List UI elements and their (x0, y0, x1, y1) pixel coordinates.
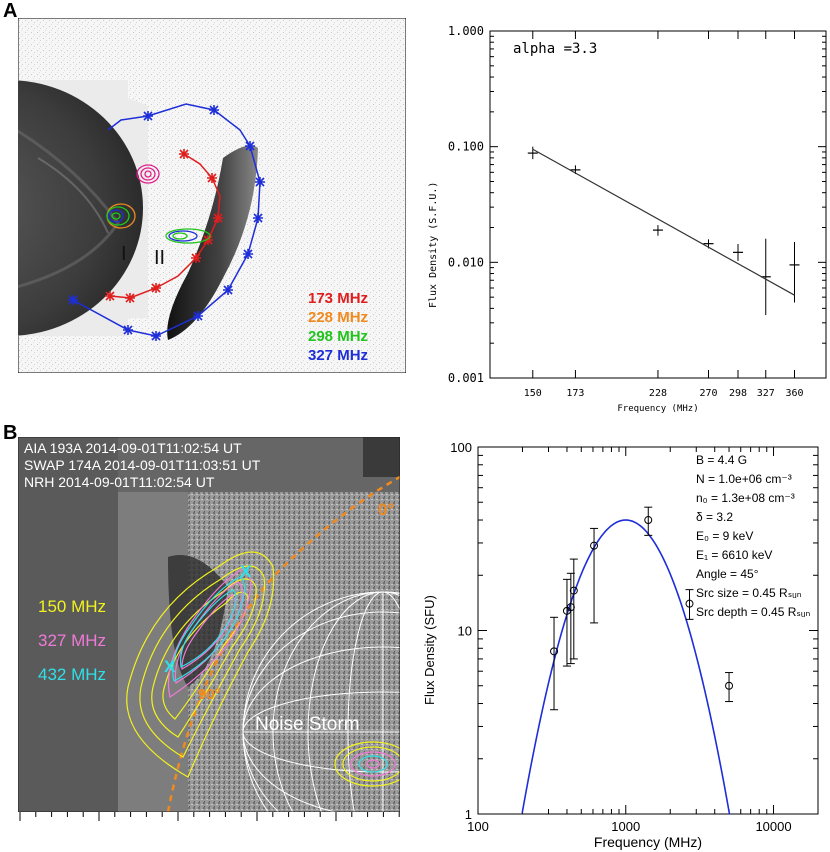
marker-upper: X (240, 562, 252, 581)
legend-327: 327 MHz (308, 347, 368, 364)
source-label-ii: II (154, 247, 165, 269)
fit-parameter: E₁ = 6610 keV (696, 548, 772, 562)
fit-line (532, 148, 795, 296)
image-b-tick-strip (19, 812, 400, 821)
fit-parameter: B = 4.4 G (696, 453, 747, 467)
data-point (725, 681, 734, 690)
y-tick-label: 100 (450, 440, 472, 455)
angle-label-90: 90° (198, 686, 221, 703)
contours-150 (126, 551, 275, 778)
data-point (685, 599, 694, 608)
radio-image-b: AIA 193A 2014-09-01T11:02:54 UT SWAP 174… (18, 437, 400, 812)
contour-173-markers (105, 149, 223, 303)
y-tick-label: 0.100 (448, 140, 484, 154)
x-tick-label: 150 (524, 388, 542, 399)
x-tick-label: 1000 (611, 819, 640, 834)
marker-lower: X (164, 657, 176, 676)
y-tick-label: 1.000 (448, 24, 484, 38)
source-contours-upper (136, 164, 160, 184)
chart-b: 1 10 100 100 1000 10000 B = 4.4 G N = 1.0e+06… (422, 440, 819, 850)
noise-storm-label: Noise Storm (255, 714, 360, 735)
x-tick-label: 270 (699, 388, 717, 399)
fit-parameter: Src size = 0.45 Rₛᵤₙ (696, 586, 802, 600)
image-b-header: AIA 193A 2014-09-01T11:02:54 UT SWAP 174… (24, 440, 261, 490)
contours-432 (172, 576, 246, 682)
legend-432: 432 MHz (38, 665, 106, 684)
x-tick-label: 10000 (755, 819, 791, 834)
data-point (566, 603, 575, 612)
fit-parameter: E₀ = 9 keV (696, 529, 753, 543)
source-contours-ii (165, 228, 211, 244)
data-point (550, 647, 559, 656)
chart-a-frame (489, 30, 827, 379)
radio-image-a: I II 173 MHz 228 MHz 298 MHz 327 MHz (18, 18, 406, 373)
x-tick-label: 298 (729, 388, 747, 399)
data-point (590, 541, 599, 550)
y-tick-label: 0.010 (448, 255, 484, 269)
fit-parameter: Angle = 45° (696, 567, 759, 581)
legend-228: 228 MHz (308, 309, 368, 326)
alpha-annotation: alpha =3.3 (513, 41, 597, 57)
chart-a-ylabel: Flux Density (S.F.U.) (428, 182, 439, 308)
cme-front (167, 145, 258, 340)
image-b-legend: 150 MHz 327 MHz 432 MHz (38, 597, 106, 684)
sun-disk (18, 80, 143, 336)
x-tick-label: 360 (785, 388, 803, 399)
data-point (644, 516, 653, 525)
contour-327-markers (68, 105, 265, 341)
panel-label-b: B (3, 422, 18, 444)
angle-label-0: 0° (378, 500, 394, 519)
y-tick-label: 0.001 (448, 371, 484, 385)
noise-storm-contours (334, 741, 400, 787)
fit-parameter: N = 1.0e+06 cm⁻³ (696, 472, 792, 486)
x-tick-label: 173 (566, 388, 584, 399)
header-line-swap: SWAP 174A 2014-09-01T11:03:51 UT (24, 457, 261, 473)
header-line-aia: AIA 193A 2014-09-01T11:02:54 UT (24, 440, 242, 456)
heliographic-grid (242, 591, 400, 812)
source-label-i: I (121, 243, 127, 265)
data-point (569, 586, 578, 595)
y-tick-label: 10 (458, 624, 472, 639)
chart-a-xlabel: Frequency (MHz) (617, 404, 698, 414)
y-tick-label: 1 (465, 807, 472, 822)
panel-label-a: A (3, 0, 18, 22)
legend-173: 173 MHz (308, 290, 368, 307)
chart-a: 0.001 0.010 0.100 1.000 150 173 228 270 298 327 3… (428, 24, 827, 414)
x-tick-label: 327 (757, 388, 775, 399)
legend-298: 298 MHz (308, 328, 368, 345)
header-line-nrh: NRH 2014-09-01T11:02:54 UT (24, 474, 215, 490)
source-contours-i (106, 203, 136, 229)
model-curve (521, 519, 731, 815)
chart-b-xlabel: Frequency (MHz) (594, 834, 702, 850)
legend-327-b: 327 MHz (38, 631, 106, 650)
x-tick-label: 100 (467, 819, 489, 834)
limb-arc (166, 475, 400, 812)
x-tick-label: 228 (649, 388, 667, 399)
image-a-legend: 173 MHz 228 MHz 298 MHz 327 MHz (308, 290, 368, 364)
fit-parameter: δ = 3.2 (696, 510, 733, 524)
legend-150: 150 MHz (38, 597, 106, 616)
fit-parameter: n₀ = 1.3e+08 cm⁻³ (696, 491, 795, 505)
chart-b-ylabel: Flux Density (SFU) (422, 595, 437, 705)
fit-parameter: Src depth = 0.45 Rₛᵤₙ (696, 605, 810, 619)
